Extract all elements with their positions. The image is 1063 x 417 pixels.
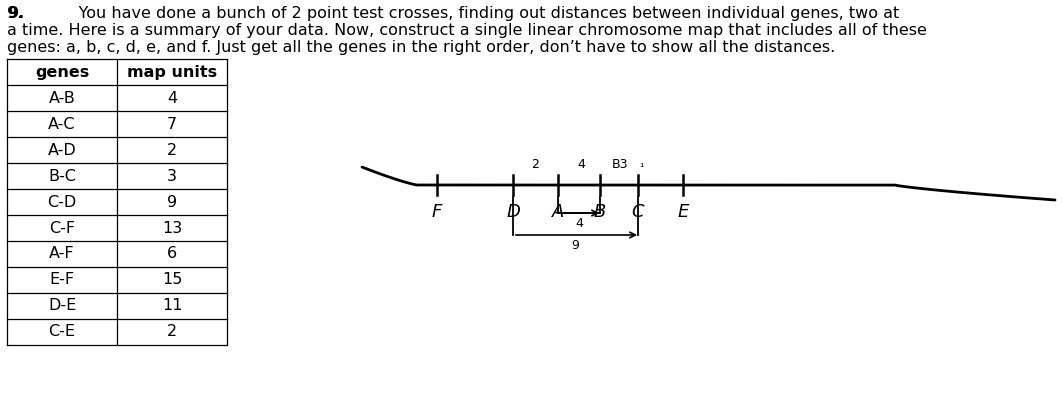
Text: 9.: 9. (7, 6, 24, 21)
Text: C: C (631, 203, 644, 221)
Text: 4: 4 (577, 158, 585, 171)
Text: genes: a, b, c, d, e, and f. Just get all the genes in the right order, don’t ha: genes: a, b, c, d, e, and f. Just get al… (7, 40, 836, 55)
Text: B-C: B-C (48, 168, 75, 183)
Text: D-E: D-E (48, 299, 77, 314)
Text: D: D (506, 203, 520, 221)
Text: 9.           You have done a bunch of 2 point test crosses, finding out distance: 9. You have done a bunch of 2 point test… (7, 6, 899, 21)
Text: 6: 6 (167, 246, 178, 261)
Text: 4: 4 (575, 217, 583, 230)
Text: a time. Here is a summary of your data. Now, construct a single linear chromosom: a time. Here is a summary of your data. … (7, 23, 927, 38)
Text: A: A (552, 203, 564, 221)
Text: map units: map units (126, 65, 217, 80)
Text: A-B: A-B (49, 90, 75, 106)
Text: 2: 2 (532, 158, 539, 171)
Text: 7: 7 (167, 116, 178, 131)
Text: 9: 9 (167, 194, 178, 209)
Text: 3: 3 (167, 168, 178, 183)
Text: 13: 13 (162, 221, 182, 236)
Text: E: E (677, 203, 689, 221)
Text: C-D: C-D (48, 194, 77, 209)
Text: A-D: A-D (48, 143, 77, 158)
Text: A-F: A-F (49, 246, 74, 261)
Text: F: F (432, 203, 442, 221)
Text: C-F: C-F (49, 221, 75, 236)
Text: ¹: ¹ (639, 163, 643, 173)
Text: A-C: A-C (48, 116, 75, 131)
Text: 11: 11 (162, 299, 182, 314)
Text: genes: genes (35, 65, 89, 80)
Text: E-F: E-F (50, 272, 74, 287)
Text: C-E: C-E (49, 324, 75, 339)
Text: 2: 2 (167, 143, 178, 158)
Text: 9: 9 (572, 239, 579, 252)
Text: 4: 4 (167, 90, 178, 106)
Text: 15: 15 (162, 272, 182, 287)
Text: B: B (594, 203, 606, 221)
Text: 2: 2 (167, 324, 178, 339)
Text: B3: B3 (611, 158, 628, 171)
